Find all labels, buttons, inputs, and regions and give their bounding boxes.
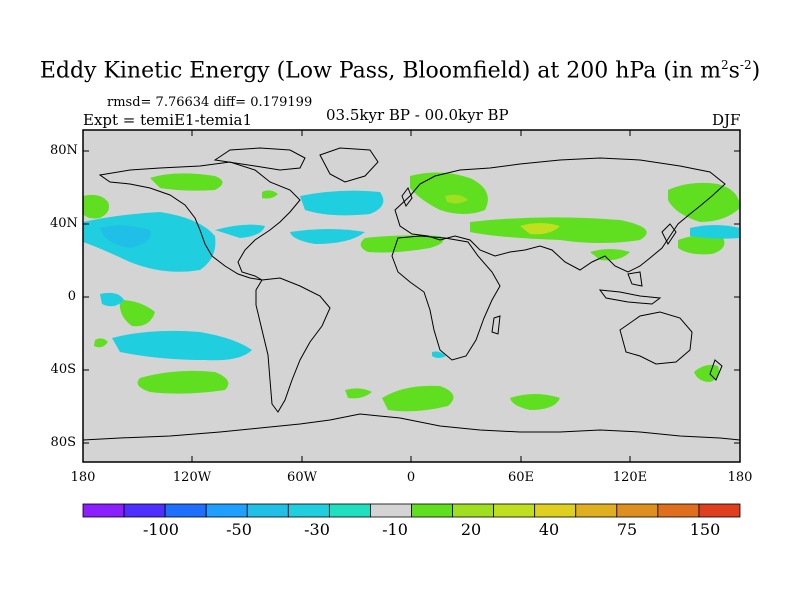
lon-label: 180 <box>727 470 753 485</box>
season-label: DJF <box>712 111 741 129</box>
lon-label: 60W <box>287 470 317 485</box>
lon-label: 120E <box>612 470 648 485</box>
colorbar-label: -10 <box>382 520 408 539</box>
colorbar <box>82 503 741 518</box>
lat-label: 40S <box>50 362 76 377</box>
lon-label: 120W <box>172 470 212 485</box>
negative-anomaly-regions <box>83 190 740 361</box>
colorbar-swatch <box>411 503 453 518</box>
positive-anomaly-regions <box>83 172 740 412</box>
strong-positive-regions <box>445 194 560 235</box>
colorbar-label: -50 <box>226 520 252 539</box>
colorbar-swatch <box>205 503 248 518</box>
colorbar-label: 40 <box>538 520 560 539</box>
colorbar-swatch <box>575 503 618 518</box>
experiment-label: Expt = temiE1-temia1 <box>83 111 253 129</box>
colorbar-swatch <box>493 503 536 518</box>
lat-label: 40N <box>50 216 78 231</box>
lon-label: 180 <box>70 470 96 485</box>
colorbar-swatch <box>370 503 412 518</box>
lat-label: 80S <box>50 435 76 450</box>
lat-label: 0 <box>67 289 76 304</box>
plot-title: Eddy Kinetic Energy (Low Pass, Bloomfiel… <box>39 58 761 84</box>
stats-text: rmsd= 7.76634 diff= 0.179199 <box>107 95 313 110</box>
colorbar-swatch <box>534 503 577 518</box>
lon-label: 0 <box>406 470 416 485</box>
colorbar-swatch <box>123 503 166 518</box>
colorbar-swatch <box>328 503 371 518</box>
colorbar-label: 150 <box>689 520 721 539</box>
colorbar-swatch <box>657 503 700 518</box>
colorbar-swatch <box>164 503 207 518</box>
coastlines <box>82 147 741 441</box>
map-ticks <box>82 130 740 462</box>
colorbar-swatch <box>287 503 330 518</box>
lat-label: 80N <box>50 143 78 158</box>
lon-label: 60E <box>507 470 535 485</box>
colorbar-label: -100 <box>143 520 179 539</box>
colorbar-label: 20 <box>460 520 482 539</box>
period-label: 03.5kyr BP - 00.0kyr BP <box>326 106 509 124</box>
colorbar-swatch <box>246 503 289 518</box>
colorbar-swatch <box>452 503 495 518</box>
colorbar-swatch <box>698 503 741 518</box>
colorbar-label: 75 <box>616 520 638 539</box>
colorbar-label: -30 <box>304 520 330 539</box>
colorbar-swatch <box>616 503 659 518</box>
colorbar-swatch <box>82 503 125 518</box>
